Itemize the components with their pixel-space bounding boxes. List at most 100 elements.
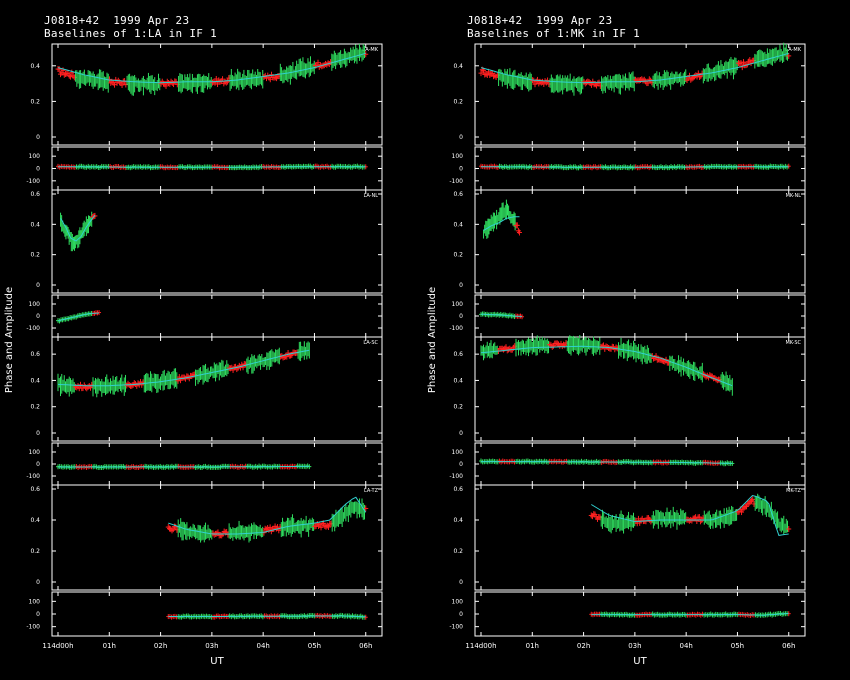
right-amp-tick-label: 0.4 xyxy=(453,221,463,228)
right-amp-tick-label: 0.2 xyxy=(453,548,463,555)
right-x-tick-label: 01h xyxy=(526,642,539,650)
left-phase-model-line xyxy=(58,465,310,468)
left-amp-tick-label: 0.4 xyxy=(30,377,40,384)
left-amp-tick-label: 0.2 xyxy=(30,252,40,259)
right-amp-tick-label: 0.2 xyxy=(453,404,463,411)
left-phase-tick-label: -100 xyxy=(26,473,40,480)
left-x-tick-label: 02h xyxy=(154,642,167,650)
right-amp-model-line xyxy=(480,345,733,387)
right-amp-model-line xyxy=(480,52,789,84)
right-phase-tick-label: -100 xyxy=(449,178,463,185)
right-phase-tick-label: 100 xyxy=(452,449,464,456)
left-amp-tick-label: 0.6 xyxy=(30,486,40,493)
left-phase-tick-label: 100 xyxy=(29,301,41,308)
right-x-axis-label: UT xyxy=(633,656,647,667)
left-baseline-label-LA-TZ: LA-TZ xyxy=(364,488,379,494)
right-phase-tick-label: -100 xyxy=(449,325,463,332)
left-phase-model-line xyxy=(58,166,366,168)
left-amp-tick-label: 0.4 xyxy=(30,221,40,228)
right-amp-tick-label: 0.4 xyxy=(453,63,463,70)
right-x-tick-label: 04h xyxy=(679,642,692,650)
right-amp-tick-label: 0 xyxy=(459,282,463,289)
left-phase-tick-label: -100 xyxy=(26,325,40,332)
left-plot-header-line1: J0818+42 1999 Apr 23 xyxy=(44,14,190,27)
right-amp-tick-label: 0 xyxy=(459,134,463,141)
left-phase-model-line xyxy=(57,312,100,322)
right-baseline-label-LA-MK: LA-MK xyxy=(785,47,801,53)
right-phase-tick-label: 100 xyxy=(452,153,464,160)
left-amp-tick-label: 0.2 xyxy=(30,404,40,411)
left-amp-tick-label: 0.2 xyxy=(30,548,40,555)
right-amp-frame-MK-SC xyxy=(474,336,806,442)
right-baseline-label-MK-NL: MK-NL xyxy=(786,193,802,199)
right-phase-model-line xyxy=(481,166,789,168)
left-amp-tick-label: 0.6 xyxy=(30,351,40,358)
left-amp-tick-label: 0.6 xyxy=(30,191,40,198)
right-amp-tick-label: 0.6 xyxy=(453,486,463,493)
left-x-tick-label: 05h xyxy=(308,642,321,650)
right-amp-tick-label: 0.2 xyxy=(453,252,463,259)
right-x-tick-label: 05h xyxy=(731,642,744,650)
right-x-tick-label: 06h xyxy=(782,642,795,650)
right-amp-tick-label: 0.4 xyxy=(453,377,463,384)
left-phase-tick-label: -100 xyxy=(26,624,40,631)
right-phase-model-line xyxy=(591,612,789,616)
left-amp-tick-label: 0 xyxy=(36,579,40,586)
left-phase-tick-label: 100 xyxy=(29,449,41,456)
right-amp-tick-label: 0 xyxy=(459,579,463,586)
right-phase-frame-MK-NL xyxy=(474,294,806,338)
left-amp-frame-LA-TZ xyxy=(51,484,383,591)
left-amp-frame-LA-NL xyxy=(51,189,383,294)
left-x-tick-label: 03h xyxy=(205,642,218,650)
left-phase-tick-label: 0 xyxy=(36,166,40,173)
left-amp-model-line xyxy=(57,52,366,84)
right-y-axis-label: Phase and Amplitude xyxy=(427,287,438,393)
left-amp-tick-label: 0 xyxy=(36,430,40,437)
right-phase-tick-label: -100 xyxy=(449,624,463,631)
left-x-tick-label: 01h xyxy=(103,642,116,650)
right-baseline-label-MK-TZ: MK-TZ xyxy=(786,488,801,494)
left-phase-frame-LA-NL xyxy=(51,294,383,338)
right-x-tick-label: 02h xyxy=(577,642,590,650)
left-amp-model-line xyxy=(168,496,367,535)
left-amp-tick-label: 0.2 xyxy=(30,98,40,105)
right-phase-tick-label: 0 xyxy=(459,461,463,468)
left-x-tick-label: 114d00h xyxy=(42,642,73,650)
right-amp-frame-LA-MK xyxy=(474,43,806,146)
right-phase-tick-label: 0 xyxy=(459,313,463,320)
right-phase-model-line xyxy=(481,461,733,464)
right-amp-tick-label: 0.2 xyxy=(453,98,463,105)
left-amp-model-line xyxy=(60,214,96,242)
right-plot-header-line2: Baselines of 1:MK in IF 1 xyxy=(467,27,641,40)
right-phase-tick-label: 0 xyxy=(459,611,463,618)
right-baseline-label-MK-SC: MK-SC xyxy=(785,340,801,346)
right-phase-tick-label: 0 xyxy=(459,166,463,173)
left-amp-tick-label: 0.4 xyxy=(30,63,40,70)
left-phase-tick-label: 100 xyxy=(29,153,41,160)
right-amp-tick-label: 0.4 xyxy=(453,517,463,524)
left-phase-frame-LA-SC xyxy=(51,442,383,486)
right-phase-tick-label: 100 xyxy=(452,598,464,605)
right-amp-tick-label: 0.6 xyxy=(453,191,463,198)
left-amp-tick-label: 0 xyxy=(36,282,40,289)
left-baseline-label-LA-SC: LA-SC xyxy=(363,340,378,346)
right-amp-tick-label: 0 xyxy=(459,430,463,437)
left-phase-tick-label: 0 xyxy=(36,461,40,468)
right-amp-frame-MK-TZ xyxy=(474,484,806,591)
left-x-axis-label: UT xyxy=(210,656,224,667)
right-x-tick-label: 03h xyxy=(628,642,641,650)
left-y-axis-label: Phase and Amplitude xyxy=(4,287,15,393)
left-amp-tick-label: 0.4 xyxy=(30,517,40,524)
left-x-tick-label: 04h xyxy=(256,642,269,650)
right-amp-frame-MK-NL xyxy=(474,189,806,294)
right-phase-model-line xyxy=(481,313,523,318)
left-baseline-label-LA-NL: LA-NL xyxy=(363,193,378,199)
left-phase-tick-label: 0 xyxy=(36,611,40,618)
right-amp-model-line xyxy=(591,494,789,536)
left-amp-model-line xyxy=(57,349,310,387)
left-baseline-label-LA-MK: LA-MK xyxy=(362,47,378,53)
right-phase-tick-label: 100 xyxy=(452,301,464,308)
right-phase-tick-label: -100 xyxy=(449,473,463,480)
